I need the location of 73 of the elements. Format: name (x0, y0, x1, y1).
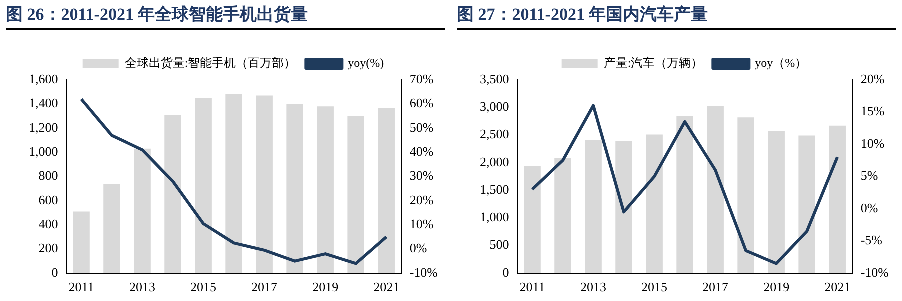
chart-title: 图 27：2011-2021 年国内汽车产量 (457, 2, 896, 30)
bar (73, 212, 90, 274)
legend-label: 全球出货量:智能手机（百万部） (124, 56, 296, 70)
x-tick-label: 2017 (252, 280, 278, 295)
y-tick-label: 200 (38, 240, 58, 256)
bar (256, 96, 273, 274)
bar (348, 116, 364, 274)
y-tick-label: 1,400 (29, 96, 58, 111)
y2-tick-label: 20% (410, 192, 434, 208)
bar (646, 134, 663, 274)
bar (829, 126, 846, 274)
x-tick-label: 2021 (824, 280, 851, 295)
x-tick-label: 2019 (764, 280, 790, 295)
chart-title: 图 26：2011-2021 年全球智能手机出货量 (6, 2, 445, 30)
y-tick-label: 500 (490, 237, 510, 252)
x-tick-label: 2015 (642, 280, 668, 295)
x-tick-label: 2019 (312, 280, 339, 295)
x-tick-label: 2021 (374, 280, 400, 295)
bar (195, 98, 212, 274)
y2-tick-label: 0% (860, 200, 878, 216)
y2-tick-label: 60% (410, 96, 434, 111)
bar (134, 148, 151, 274)
x-tick-label: 2017 (702, 280, 730, 295)
bar (616, 141, 632, 274)
y2-tick-label: 10% (860, 136, 885, 151)
bar (226, 94, 242, 274)
y2-tick-label: 10% (410, 216, 434, 232)
legend-label: yoy（%） (755, 56, 808, 70)
y-tick-label: 1,600 (29, 71, 58, 86)
bar (164, 115, 182, 274)
x-tick-label: 2015 (190, 280, 217, 295)
bar (707, 106, 724, 274)
y2-tick-label: 15% (860, 104, 885, 119)
legend-label: 产量:汽车（万辆） (604, 56, 704, 70)
bar (317, 106, 334, 274)
legend-label: yoy(%) (348, 56, 384, 70)
y-tick-label: 0 (52, 264, 58, 280)
bar (104, 184, 120, 274)
bar (524, 166, 541, 274)
bar (676, 116, 694, 274)
bar (378, 108, 395, 274)
y-tick-label: 2,500 (480, 126, 510, 142)
y2-tick-label: 50% (410, 120, 434, 135)
y-tick-label: 600 (38, 192, 58, 208)
y-tick-label: 1,200 (29, 120, 58, 135)
y-tick-label: 3,500 (480, 71, 510, 86)
y2-tick-label: -5% (860, 232, 883, 248)
bar (798, 136, 816, 274)
x-tick-label: 2013 (130, 280, 156, 295)
y2-tick-label: 20% (860, 71, 885, 86)
y-tick-label: 400 (38, 216, 58, 232)
bar (768, 131, 785, 274)
y-tick-label: 1,000 (29, 144, 58, 159)
y2-tick-label: 5% (860, 168, 878, 184)
y2-tick-label: -10% (410, 264, 438, 280)
y-tick-label: 1,500 (480, 182, 510, 197)
y-tick-label: 2,000 (480, 154, 510, 170)
x-tick-label: 2011 (520, 280, 546, 295)
bar (554, 158, 572, 274)
y2-tick-label: 40% (410, 144, 434, 159)
y2-tick-label: -10% (860, 264, 890, 280)
bar (286, 104, 304, 274)
y2-tick-label: 30% (410, 168, 434, 184)
y-tick-label: 800 (38, 168, 58, 184)
bar (585, 140, 602, 274)
y-tick-label: 0 (502, 264, 510, 280)
y-tick-label: 1,000 (480, 210, 510, 225)
y-tick-label: 3,000 (480, 99, 510, 114)
y2-tick-label: 0% (410, 240, 428, 256)
bar (738, 118, 754, 274)
x-tick-label: 2011 (68, 280, 94, 295)
y2-tick-label: 70% (410, 71, 434, 86)
x-tick-label: 2013 (580, 280, 607, 295)
